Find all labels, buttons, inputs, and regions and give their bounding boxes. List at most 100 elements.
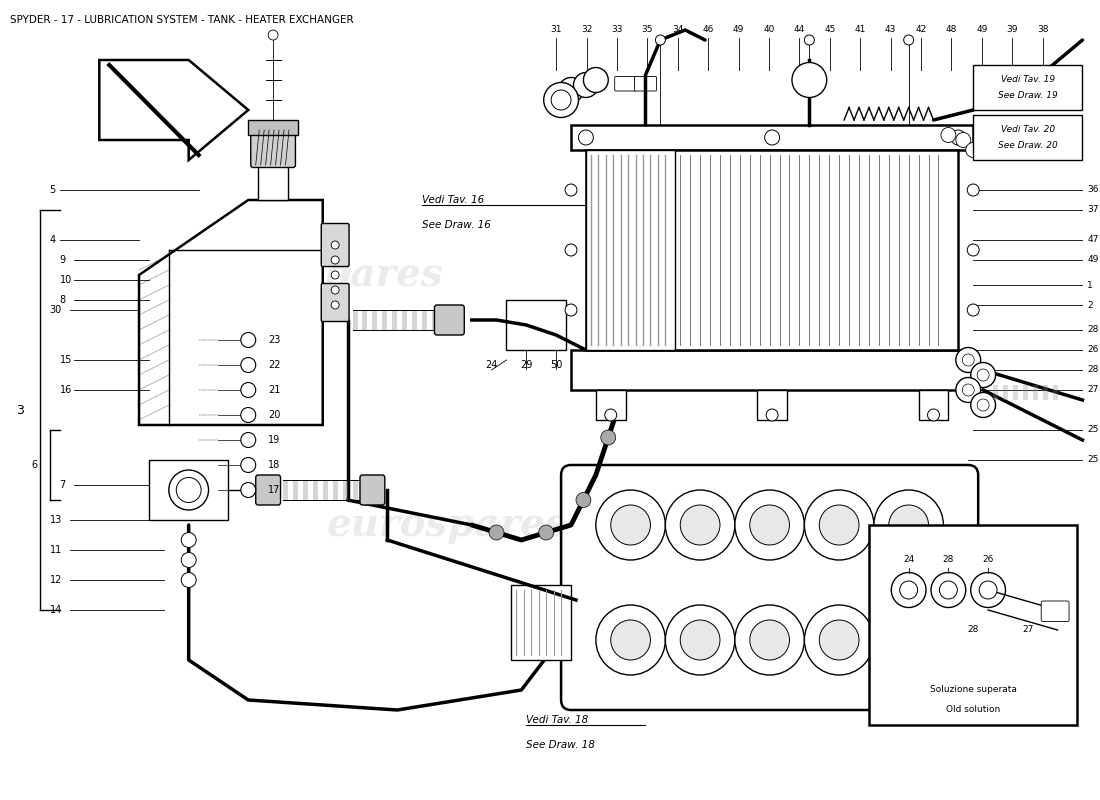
Circle shape	[680, 620, 720, 660]
Text: 28: 28	[943, 555, 954, 565]
Polygon shape	[342, 480, 348, 500]
Text: 39: 39	[1006, 26, 1019, 34]
Circle shape	[241, 482, 255, 498]
Text: 26: 26	[982, 555, 993, 565]
Polygon shape	[322, 480, 328, 500]
FancyBboxPatch shape	[434, 305, 464, 335]
Polygon shape	[412, 310, 417, 330]
Circle shape	[331, 271, 339, 279]
Text: 8: 8	[59, 295, 66, 305]
Circle shape	[750, 620, 790, 660]
Text: 2: 2	[1088, 301, 1093, 310]
Text: 12: 12	[50, 575, 62, 585]
Circle shape	[767, 409, 778, 421]
Polygon shape	[283, 480, 288, 500]
Polygon shape	[1053, 385, 1057, 400]
Bar	[258, 160, 288, 200]
Circle shape	[820, 620, 859, 660]
Text: 29: 29	[520, 360, 532, 370]
Text: 24: 24	[903, 555, 914, 565]
Polygon shape	[383, 310, 387, 330]
Circle shape	[331, 256, 339, 264]
Text: See Draw. 16: See Draw. 16	[422, 220, 491, 230]
Circle shape	[241, 433, 255, 447]
FancyBboxPatch shape	[321, 283, 349, 322]
Circle shape	[573, 73, 598, 98]
Circle shape	[579, 130, 593, 145]
Text: 10: 10	[59, 275, 72, 285]
Circle shape	[666, 490, 735, 560]
Circle shape	[939, 581, 957, 599]
Text: See Draw. 18: See Draw. 18	[526, 740, 595, 750]
Text: 33: 33	[612, 26, 623, 34]
Text: 35: 35	[641, 26, 653, 34]
Text: 27: 27	[1022, 626, 1034, 634]
Circle shape	[182, 533, 196, 547]
Text: 32: 32	[581, 26, 592, 34]
Circle shape	[268, 30, 278, 40]
Polygon shape	[312, 480, 318, 500]
Circle shape	[551, 90, 571, 110]
Polygon shape	[1043, 385, 1047, 400]
Circle shape	[241, 358, 255, 373]
Text: 47: 47	[1088, 235, 1099, 245]
Circle shape	[966, 142, 981, 158]
Circle shape	[666, 605, 735, 675]
Circle shape	[970, 362, 996, 387]
Bar	[596, 390, 626, 420]
Circle shape	[956, 378, 981, 402]
Text: 9: 9	[59, 255, 66, 265]
Circle shape	[967, 184, 979, 196]
Polygon shape	[373, 310, 377, 330]
Bar	[757, 390, 786, 420]
Circle shape	[583, 67, 608, 93]
Circle shape	[241, 382, 255, 398]
Circle shape	[904, 35, 914, 45]
Text: 30: 30	[50, 305, 62, 315]
FancyBboxPatch shape	[635, 77, 657, 91]
Circle shape	[889, 505, 928, 545]
Text: 44: 44	[794, 26, 805, 34]
Polygon shape	[332, 480, 338, 500]
Circle shape	[601, 430, 616, 445]
Polygon shape	[403, 310, 407, 330]
FancyBboxPatch shape	[561, 465, 978, 710]
Text: 19: 19	[268, 435, 280, 445]
FancyBboxPatch shape	[615, 77, 637, 91]
Text: 11: 11	[50, 545, 62, 555]
Circle shape	[331, 301, 339, 309]
Text: 42: 42	[915, 26, 926, 34]
Polygon shape	[352, 310, 358, 330]
Circle shape	[873, 490, 944, 560]
Circle shape	[735, 490, 804, 560]
Circle shape	[596, 490, 666, 560]
Bar	[974, 115, 1082, 160]
Bar	[586, 150, 675, 350]
Text: 23: 23	[268, 335, 280, 345]
Text: 15: 15	[59, 355, 72, 365]
Circle shape	[241, 407, 255, 422]
Text: 20: 20	[268, 410, 280, 420]
Polygon shape	[1003, 385, 1008, 400]
Polygon shape	[393, 310, 397, 330]
Text: 7: 7	[59, 480, 66, 490]
Polygon shape	[1033, 385, 1037, 400]
Text: 21: 21	[268, 385, 280, 395]
Polygon shape	[363, 310, 367, 330]
Circle shape	[962, 384, 975, 396]
Circle shape	[931, 573, 966, 607]
Circle shape	[176, 478, 201, 502]
Circle shape	[182, 573, 196, 587]
Text: 24: 24	[485, 360, 498, 370]
Circle shape	[565, 244, 578, 256]
Circle shape	[559, 78, 583, 102]
Text: 27: 27	[1088, 386, 1099, 394]
Text: 49: 49	[976, 26, 988, 34]
Text: 16: 16	[59, 385, 72, 395]
Circle shape	[956, 347, 981, 373]
Polygon shape	[1023, 385, 1027, 400]
Circle shape	[967, 304, 979, 316]
Circle shape	[956, 133, 970, 147]
Text: 22: 22	[268, 360, 280, 370]
Circle shape	[873, 605, 944, 675]
